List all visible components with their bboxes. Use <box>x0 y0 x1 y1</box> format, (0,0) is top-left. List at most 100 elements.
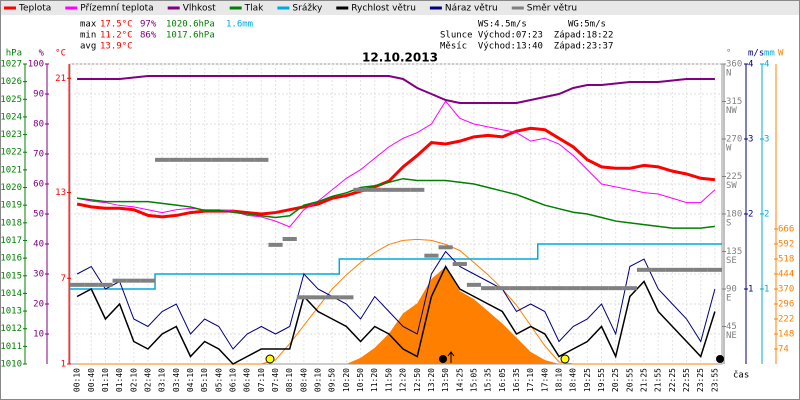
legend-label: Teplota <box>18 4 51 14</box>
compass-label: N <box>726 69 731 79</box>
chart-title: 12.10.2013 <box>362 51 438 65</box>
y-tick-label: 13 <box>55 188 66 198</box>
x-tick-label: 00:40 <box>87 368 96 392</box>
x-tick-label: 10:20 <box>342 368 351 392</box>
stat: 86% <box>140 31 157 41</box>
x-tick-label: 22:55 <box>682 368 691 392</box>
compass-label: E <box>726 294 731 304</box>
y-tick-label: 1018 <box>0 218 22 228</box>
stat-label: min <box>80 31 96 41</box>
y-tick-label: 90 <box>726 285 737 295</box>
y-tick-label: 1021 <box>0 165 22 175</box>
y-tick-label: 40 <box>33 240 44 250</box>
stat: 13.9°C <box>100 42 133 52</box>
y-tick-label: 1025 <box>0 95 22 105</box>
sunrise-marker <box>265 354 275 364</box>
y-tick-label: 315 <box>726 97 742 107</box>
direction-mark <box>594 286 609 291</box>
series-line <box>76 126 716 219</box>
x-tick-label: 00:10 <box>73 368 82 392</box>
series-area <box>77 266 715 364</box>
y-tick-label: 3 <box>748 135 753 145</box>
direction-mark <box>481 286 496 291</box>
direction-mark <box>636 267 652 272</box>
direction-mark <box>523 286 538 291</box>
stat: 11.2°C <box>100 31 133 41</box>
x-tick-label: 23:25 <box>696 368 705 392</box>
x-tick-label: 03:10 <box>158 368 167 392</box>
y-tick-label: 100 <box>28 60 44 70</box>
x-tick-label: 07:40 <box>271 368 280 392</box>
x-tick-label: 23:55 <box>710 368 719 392</box>
direction-mark <box>84 282 99 287</box>
y-tick-label: 80 <box>33 120 44 130</box>
x-tick-label: 10:50 <box>356 368 365 392</box>
y-tick-label: 4 <box>748 60 753 70</box>
direction-mark <box>225 157 241 162</box>
direction-mark <box>665 267 680 272</box>
direction-mark <box>424 253 439 258</box>
x-tick-label: 15:35 <box>484 368 493 392</box>
series-line <box>77 238 715 365</box>
y-tick-label: 518 <box>778 255 794 265</box>
x-tick-label: 12:20 <box>399 368 408 392</box>
direction-mark <box>183 157 198 162</box>
x-tick-label: 20:55 <box>625 368 634 392</box>
moon-arrow <box>447 351 455 363</box>
x-tick-label: 15:05 <box>469 368 478 392</box>
series-line <box>76 177 716 229</box>
y-tick-label: 60 <box>33 180 44 190</box>
x-tick-label: 21:55 <box>654 368 663 392</box>
direction-mark <box>679 267 694 272</box>
x-tick-label: 16:05 <box>498 368 507 392</box>
legend-label: Srážky <box>292 4 323 14</box>
direction-mark <box>268 242 283 247</box>
direction-mark <box>580 286 595 291</box>
series-line <box>77 75 715 104</box>
axis-unit: °C <box>55 49 66 59</box>
direction-mark <box>325 295 340 300</box>
axis-unit: m/s <box>748 49 764 59</box>
y-tick-label: 90 <box>33 90 44 100</box>
stat: 1017.6hPa <box>166 31 215 41</box>
direction-mark <box>410 187 425 192</box>
direction-mark <box>707 267 722 272</box>
direction-mark <box>211 157 226 162</box>
y-tick-label: 1010 <box>0 360 22 370</box>
y-tick-label: 1023 <box>0 130 22 140</box>
y-tick-label: 370 <box>778 285 794 295</box>
direction-mark <box>254 157 269 162</box>
x-tick-label: 17:10 <box>526 368 535 392</box>
moonset-marker <box>716 355 724 363</box>
series-step <box>70 243 722 290</box>
direction-mark <box>126 278 141 283</box>
x-tick-label: 11:20 <box>370 368 379 392</box>
y-tick-label: 1012 <box>0 324 22 334</box>
stat-label: avg <box>80 42 96 52</box>
direction-mark <box>495 286 510 291</box>
x-tick-label: 21:25 <box>640 368 649 392</box>
direction-mark <box>240 157 255 162</box>
y-tick-label: 1 <box>61 360 66 370</box>
x-tick-label: 07:10 <box>257 368 266 392</box>
x-tick-label: 16:35 <box>512 368 521 392</box>
legend-label: Tlak <box>244 4 265 14</box>
y-tick-label: 70 <box>33 150 44 160</box>
x-tick-label: 03:40 <box>172 368 181 392</box>
x-tick-label: 09:10 <box>314 368 323 392</box>
direction-mark <box>282 237 297 241</box>
y-tick-label: 444 <box>778 270 794 280</box>
legend-label: Vlhkost <box>183 4 216 14</box>
y-tick-label: 666 <box>778 225 794 235</box>
x-tick-label: 08:40 <box>299 368 308 392</box>
x-tick-label: 19:25 <box>583 368 592 392</box>
x-tick-label: 14:25 <box>455 368 464 392</box>
y-tick-label: 74 <box>778 345 789 355</box>
y-tick-label: 1013 <box>0 307 22 317</box>
x-tick-label: 19:55 <box>597 368 606 392</box>
x-tick-label: 05:40 <box>214 368 223 392</box>
y-tick-label: 1026 <box>0 77 22 87</box>
compass-label: NE <box>726 331 737 341</box>
direction-mark <box>396 187 411 192</box>
